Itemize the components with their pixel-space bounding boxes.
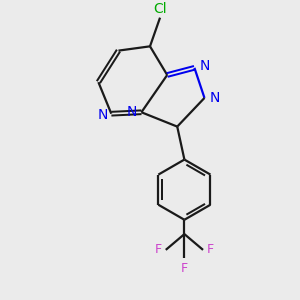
Text: N: N bbox=[98, 108, 108, 122]
Text: Cl: Cl bbox=[153, 2, 167, 16]
Text: N: N bbox=[210, 91, 220, 105]
Text: F: F bbox=[206, 243, 214, 256]
Text: N: N bbox=[127, 105, 137, 119]
Text: F: F bbox=[155, 243, 162, 256]
Text: F: F bbox=[181, 262, 188, 275]
Text: N: N bbox=[200, 59, 210, 74]
